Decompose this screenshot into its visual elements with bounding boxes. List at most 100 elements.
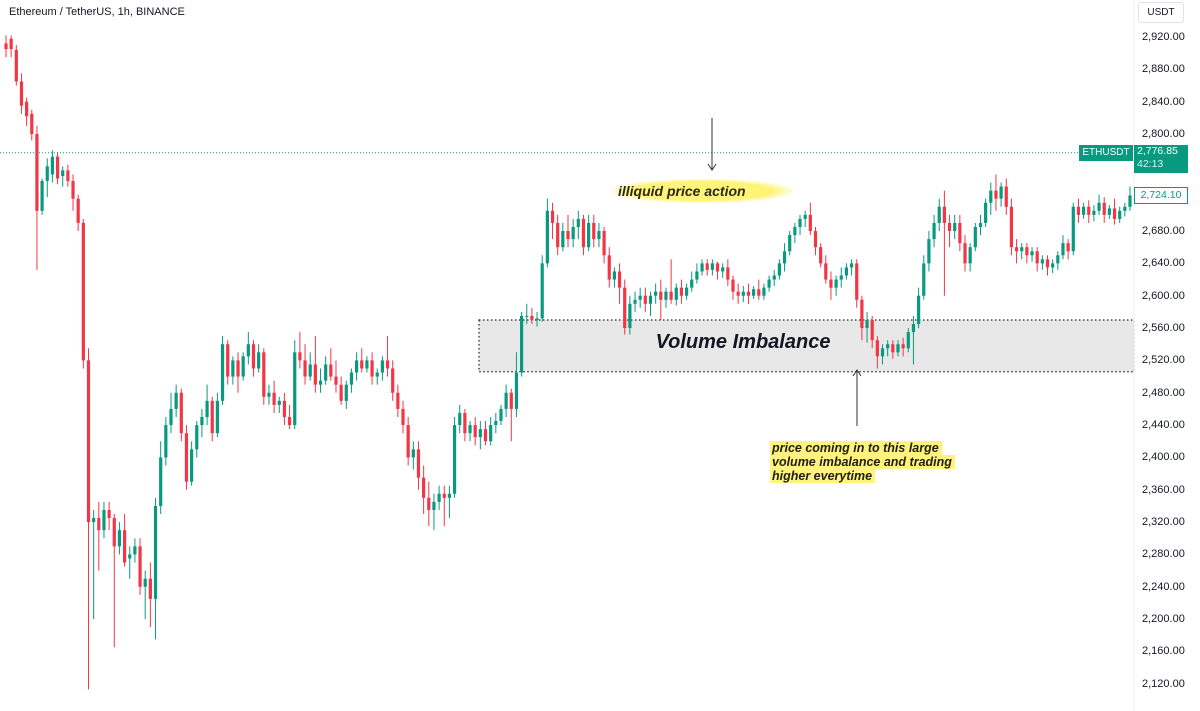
candle (14, 45, 18, 86)
candle-body (215, 400, 219, 434)
candle-body (287, 416, 292, 426)
candle-body (432, 501, 436, 510)
candle (1071, 202, 1075, 256)
candle-body (793, 226, 797, 236)
candle-body (617, 271, 622, 288)
candle (968, 243, 972, 272)
candle (602, 226, 606, 264)
currency-selector[interactable]: USDT (1138, 2, 1184, 23)
candle-body (174, 392, 178, 409)
candle-body (782, 251, 787, 264)
candle-body (607, 255, 611, 280)
candle-body (200, 416, 204, 426)
candle-body (777, 263, 781, 276)
candle-body (370, 360, 374, 377)
candle-body (128, 554, 132, 559)
price-note-annotation: price coming in to this large volume imb… (770, 441, 975, 483)
candle (540, 255, 544, 322)
candle (128, 546, 132, 579)
candle-body (344, 384, 348, 401)
candle (695, 263, 699, 284)
candle (819, 243, 823, 268)
candle-body (540, 263, 544, 319)
candle (344, 380, 348, 409)
candle (272, 380, 276, 413)
candle (927, 231, 931, 272)
candle (535, 311, 539, 327)
candle-body (262, 352, 266, 397)
candle (633, 291, 637, 312)
candle-body (844, 267, 849, 276)
candle (767, 275, 771, 292)
candle-body (963, 243, 967, 264)
candle-body (298, 352, 302, 361)
candle-body (45, 166, 49, 181)
candle (174, 384, 178, 417)
candle-body (648, 295, 653, 304)
candle-body (556, 222, 560, 248)
candle-body (519, 315, 524, 373)
candle (452, 416, 457, 498)
candle (97, 501, 101, 571)
candle (504, 384, 508, 417)
candle (380, 356, 384, 381)
candle (9, 35, 13, 58)
price-axis[interactable]: 2,920.002,880.002,840.002,800.002,760.00… (1134, 0, 1200, 711)
candle (1107, 205, 1111, 219)
price-axis-tick: 2,240.00 (1142, 580, 1185, 593)
open-price-label: 2,724.10 (1134, 187, 1188, 204)
candle (40, 178, 44, 215)
candle-body (736, 291, 740, 296)
last-price-value: 2,776.85 (1137, 145, 1178, 157)
candle (55, 151, 60, 185)
candle-body (829, 279, 833, 288)
candle (308, 352, 312, 381)
candle (917, 287, 921, 329)
candle (581, 214, 586, 256)
candle (880, 344, 885, 365)
candle-body (437, 493, 441, 502)
candle-body (684, 287, 689, 296)
candle (246, 332, 250, 365)
candle (184, 425, 189, 490)
candle (922, 255, 926, 300)
candle-body (638, 295, 642, 300)
candle (19, 73, 24, 114)
candle (463, 408, 467, 442)
candle (458, 404, 462, 434)
candle-body (184, 433, 189, 482)
candle (287, 404, 292, 430)
candle (834, 275, 838, 296)
candle (1123, 202, 1127, 217)
candle-body (819, 247, 823, 264)
candle-body (545, 210, 549, 264)
candle-body (1025, 247, 1029, 256)
candle (700, 259, 704, 276)
candle (1004, 178, 1008, 215)
candle-body (360, 360, 364, 369)
price-axis-tick: 2,920.00 (1142, 31, 1185, 43)
candle-body (803, 214, 807, 219)
candle-body (355, 360, 359, 373)
candle (236, 352, 240, 393)
candle (251, 340, 256, 377)
candle-body (1004, 186, 1008, 207)
candle (61, 166, 65, 187)
note-line-2: volume imbalance and trading (770, 455, 955, 469)
candle-body (226, 344, 230, 377)
candle-body (138, 546, 142, 587)
candle (1061, 235, 1065, 260)
candle (741, 286, 745, 303)
candle-body (978, 222, 983, 227)
candle (1097, 194, 1101, 215)
candle-body (896, 344, 900, 353)
candle-body (25, 101, 29, 117)
candle (1128, 186, 1132, 211)
candle-body (849, 263, 854, 268)
candle-body (365, 360, 369, 369)
candle (623, 279, 627, 335)
candle-body (741, 291, 745, 296)
candle (241, 352, 245, 381)
candle (437, 485, 441, 510)
